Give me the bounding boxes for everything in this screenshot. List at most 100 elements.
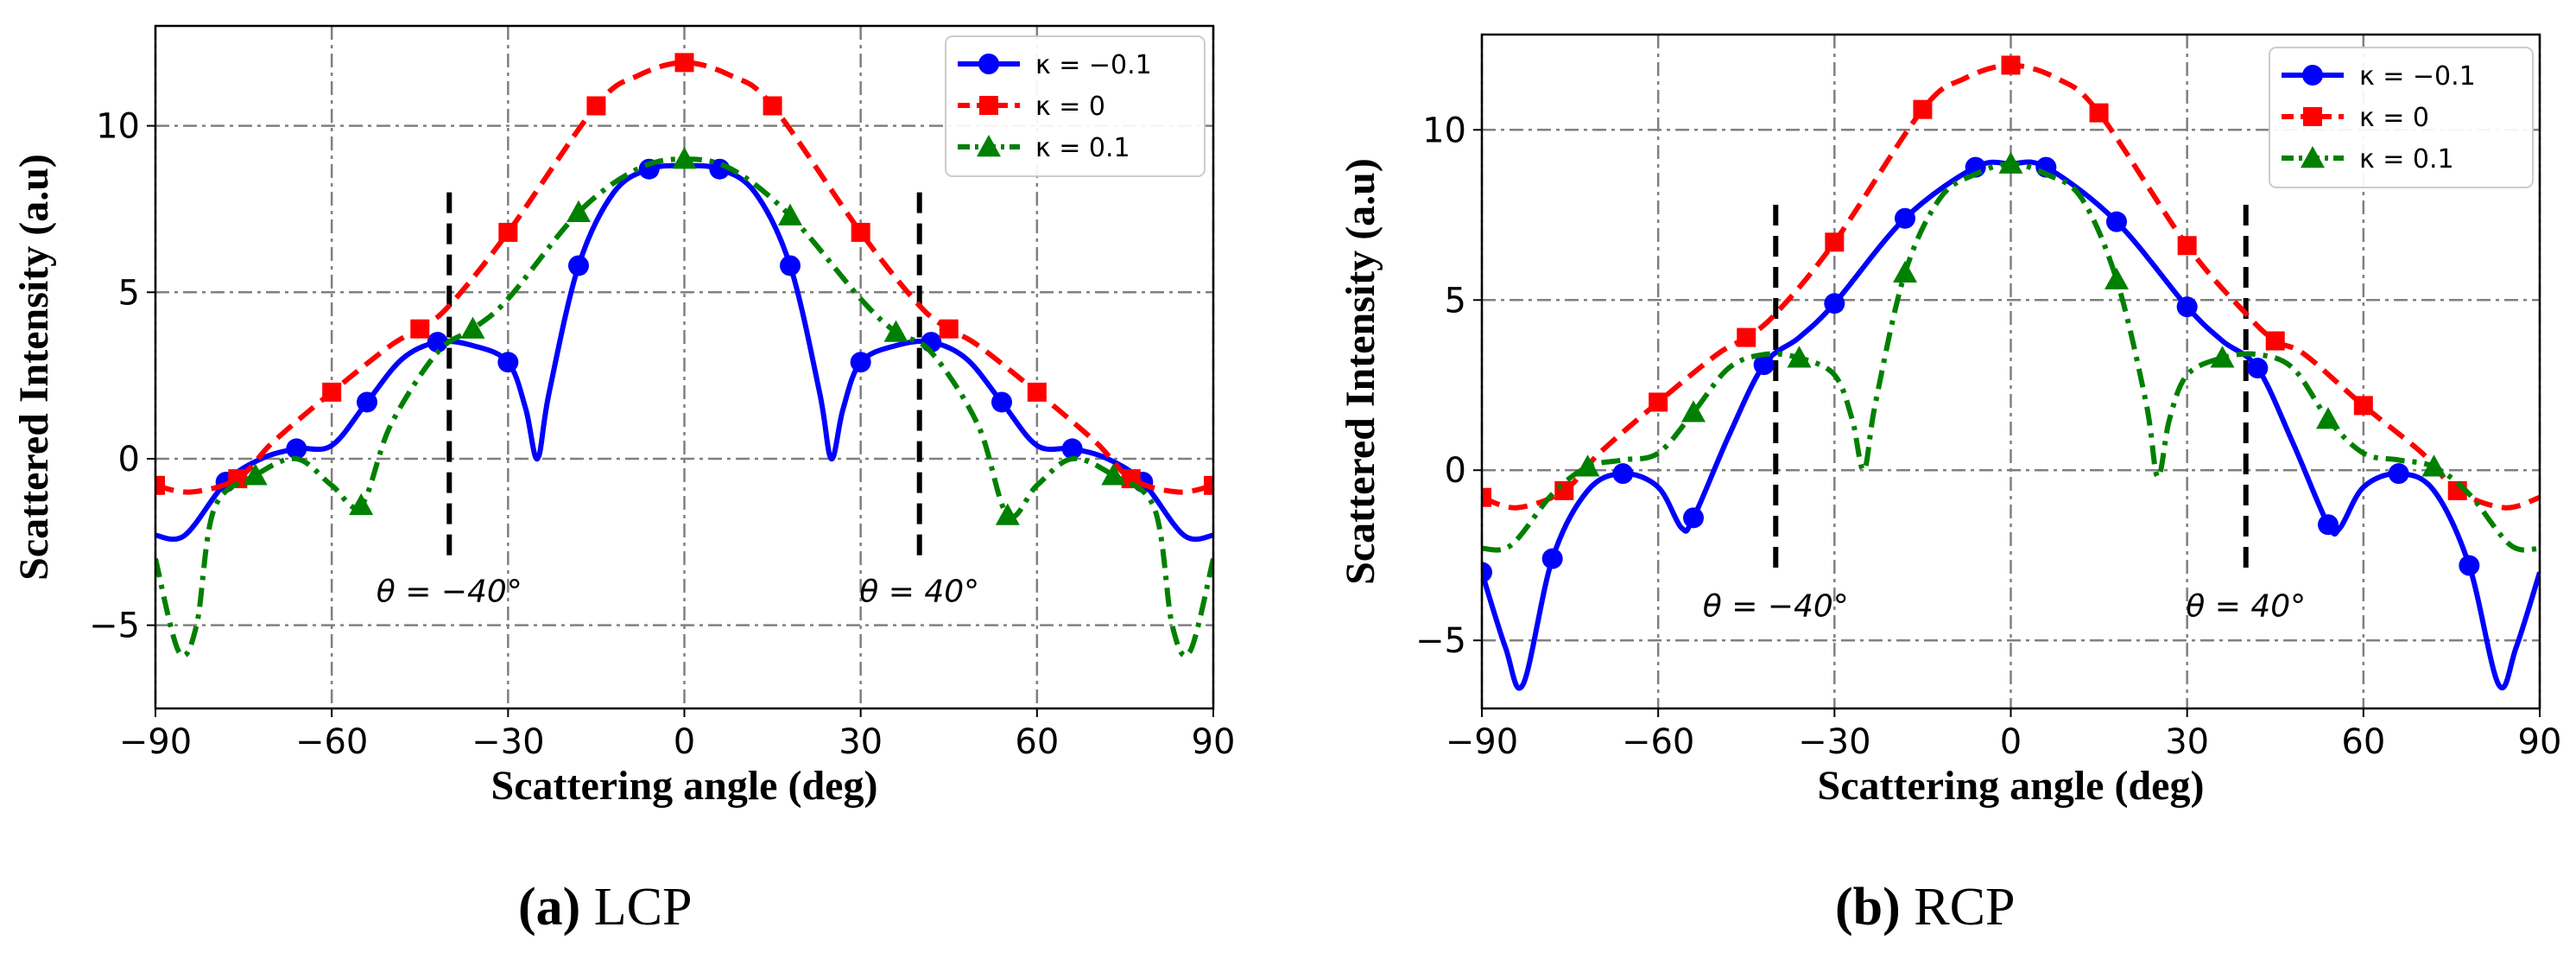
data-point: [2353, 396, 2373, 416]
x-tick-label: 60: [1015, 722, 1059, 762]
data-point: [1575, 454, 1600, 477]
data-point: [1893, 260, 1917, 283]
data-point: [566, 200, 591, 223]
caption-b-label: (b): [1835, 878, 1901, 937]
data-point: [991, 391, 1012, 413]
x-axis-label: Scattering angle (deg): [1818, 763, 2205, 809]
legend-marker: [979, 96, 998, 115]
data-point: [1683, 507, 1704, 529]
data-point: [243, 463, 268, 486]
data-point: [1913, 99, 1933, 119]
data-point: [1824, 293, 1845, 314]
legend-marker: [977, 135, 1001, 157]
data-point: [2210, 346, 2235, 368]
data-point: [2247, 358, 2269, 379]
lcp-chart: −90 −60 −30 0 30 60 90 −5 0 5 10 Scattering angle (…: [11, 24, 1236, 809]
x-tick-label: −30: [1798, 722, 1870, 762]
y-tick-label: −5: [89, 607, 140, 646]
data-point: [2104, 267, 2129, 289]
y-tick-label: 0: [118, 440, 140, 479]
data-point: [939, 319, 959, 339]
data-point: [674, 53, 694, 73]
data-point: [410, 319, 430, 339]
data-point: [1681, 400, 1706, 422]
data-point: [883, 320, 908, 342]
data-point: [1101, 463, 1126, 486]
axes-frame: [1480, 33, 2541, 710]
legend-box: [2269, 47, 2534, 188]
legend-marker: [2302, 65, 2323, 86]
legend-marker: [2303, 107, 2322, 126]
data-point: [780, 255, 801, 276]
x-tick-label: 90: [1192, 722, 1236, 762]
data-point: [1061, 438, 1083, 460]
data-point: [497, 352, 519, 373]
legend-marker: [2301, 146, 2325, 168]
data-point: [763, 96, 782, 116]
x-axis-label: Scattering angle (deg): [491, 763, 878, 809]
x-tick-label: −30: [472, 722, 544, 762]
legend-box: [945, 35, 1206, 177]
data-point: [1998, 151, 2023, 174]
x-tick-label: 60: [2341, 722, 2385, 762]
data-point: [1895, 207, 1915, 229]
plot-area: [1482, 55, 2540, 691]
legend-label: κ = 0.1: [2359, 144, 2454, 175]
axes-frame: [154, 24, 1215, 710]
x-tick-label: 30: [839, 722, 883, 762]
y-tick-label: 5: [1445, 281, 1466, 321]
x-tick-label: −60: [1622, 722, 1694, 762]
data-point: [2265, 331, 2285, 351]
y-tick-label: 5: [118, 273, 140, 313]
data-point: [851, 222, 870, 242]
angle-annotation: θ = 40°: [2186, 589, 2306, 625]
data-point: [1737, 327, 1756, 347]
x-tick-label: −90: [1446, 722, 1518, 762]
legend-marker: [978, 54, 999, 74]
data-point: [322, 382, 342, 402]
data-point: [2089, 103, 2109, 123]
data-point: [2318, 514, 2339, 536]
caption-b: (b) RCP: [1835, 877, 2015, 938]
x-tick-label: 0: [674, 722, 695, 762]
x-tick-label: 0: [2000, 722, 2022, 762]
data-point: [460, 316, 485, 339]
caption-a: (a) LCP: [518, 877, 693, 938]
data-point: [1204, 475, 1213, 495]
data-point: [586, 96, 606, 116]
data-point: [995, 503, 1020, 525]
data-point: [2459, 555, 2480, 576]
x-tick-label: −60: [295, 722, 368, 762]
data-point: [1612, 463, 1634, 485]
data-point: [1482, 562, 1492, 583]
y-axis-label: Scattered Intensity (a.u): [1338, 158, 1383, 585]
data-point: [1482, 487, 1491, 507]
data-point: [672, 147, 697, 169]
data-point: [349, 492, 374, 516]
data-point: [568, 255, 589, 276]
data-point: [2316, 407, 2340, 429]
x-tick-label: 90: [2518, 722, 2562, 762]
data-point: [286, 438, 307, 460]
legend-label: κ = −0.1: [1035, 50, 1152, 80]
data-point: [1541, 548, 1563, 569]
data-point: [1825, 232, 1845, 252]
data-point: [2388, 463, 2409, 485]
legend-label: κ = 0: [1035, 92, 1105, 122]
legend-label: κ = −0.1: [2359, 61, 2476, 92]
y-tick-label: 0: [1445, 451, 1466, 491]
legend: κ = −0.1 κ = 0 κ = 0.1: [2269, 47, 2534, 188]
legend: κ = −0.1 κ = 0 κ = 0.1: [945, 35, 1206, 177]
data-point: [498, 222, 518, 242]
data-point: [2106, 211, 2127, 232]
data-point: [850, 352, 871, 373]
angle-annotation: θ = −40°: [377, 575, 522, 610]
caption-a-label: (a): [518, 878, 581, 937]
data-point: [357, 391, 377, 413]
rcp-chart: −90 −60 −30 0 30 60 90 −5 0 5 10 Scattering angle (…: [1338, 33, 2562, 809]
angle-annotation: θ = 40°: [859, 575, 979, 610]
data-point: [1027, 382, 1047, 402]
x-tick-label: 30: [2165, 722, 2209, 762]
data-point: [1753, 354, 1775, 376]
